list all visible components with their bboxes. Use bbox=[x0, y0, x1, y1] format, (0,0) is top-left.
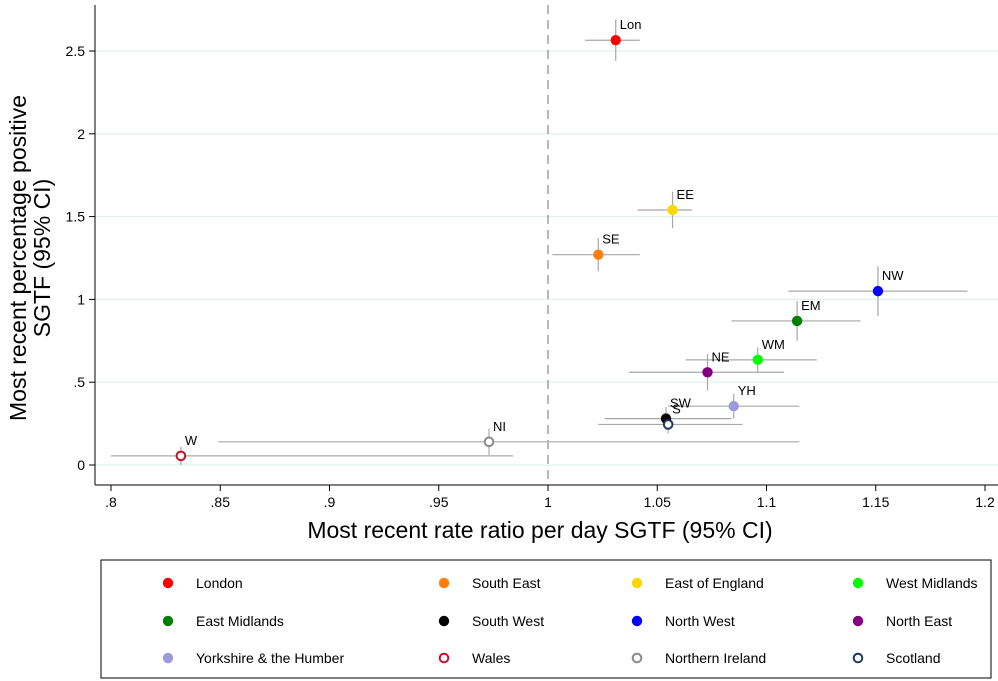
y-tick-label: 2.5 bbox=[66, 43, 86, 59]
legend-marker bbox=[852, 652, 864, 664]
data-points bbox=[175, 35, 884, 462]
point-label: NW bbox=[882, 268, 904, 283]
data-point bbox=[610, 35, 621, 46]
data-point bbox=[593, 249, 604, 260]
legend-marker bbox=[852, 615, 864, 627]
data-point bbox=[483, 436, 495, 448]
y-tick-label: .5 bbox=[73, 374, 85, 390]
x-tick-label: 1.2 bbox=[975, 494, 995, 510]
x-tick-label: 1.05 bbox=[644, 494, 671, 510]
point-label: NE bbox=[712, 349, 730, 364]
legend-label: North West bbox=[665, 613, 735, 629]
x-tick-label: .85 bbox=[211, 494, 231, 510]
data-point bbox=[702, 367, 713, 378]
x-axis-ticks: .8 .85 .9 .95 1 1.05 1.1 1.15 1.2 bbox=[105, 485, 995, 510]
legend-marker bbox=[162, 577, 174, 589]
point-label: Lon bbox=[620, 17, 642, 32]
gridlines bbox=[95, 50, 998, 466]
legend-label: South East bbox=[472, 575, 541, 591]
data-point bbox=[872, 285, 884, 297]
y-axis-title: Most recent percentage positiveSGTF (95%… bbox=[5, 95, 55, 421]
x-axis-title: Most recent rate ratio per day SGTF (95%… bbox=[307, 517, 772, 543]
legend-marker bbox=[438, 577, 450, 589]
legend: London South East East of England West Midl… bbox=[162, 575, 978, 666]
legend-label: West Midlands bbox=[886, 575, 978, 591]
x-tick-label: 1 bbox=[544, 494, 552, 510]
point-label: SW bbox=[670, 396, 692, 411]
point-label: W bbox=[185, 433, 198, 448]
data-point bbox=[175, 450, 187, 462]
legend-label: East Midlands bbox=[196, 613, 284, 629]
legend-label: East of England bbox=[665, 575, 764, 591]
x-tick-label: .8 bbox=[105, 494, 117, 510]
point-label: WM bbox=[762, 337, 785, 352]
y-tick-label: 1 bbox=[77, 291, 85, 307]
legend-marker bbox=[162, 652, 174, 664]
legend-marker bbox=[162, 615, 174, 627]
legend-marker bbox=[438, 652, 450, 664]
x-tick-label: .95 bbox=[429, 494, 449, 510]
legend-marker bbox=[631, 652, 643, 664]
point-label: NI bbox=[493, 419, 506, 434]
legend-marker bbox=[631, 615, 643, 627]
data-point bbox=[728, 401, 739, 412]
point-label: YH bbox=[738, 383, 756, 398]
y-axis-ticks: 0 .5 1 1.5 2 2.5 bbox=[66, 43, 95, 473]
point-label: SE bbox=[602, 232, 620, 247]
data-point bbox=[791, 315, 803, 327]
y-axis-title-line: SGTF (95% CI) bbox=[29, 179, 55, 337]
legend-label: South West bbox=[472, 613, 544, 629]
y-axis-title-line: Most recent percentage positive bbox=[5, 95, 31, 421]
x-tick-label: .9 bbox=[324, 494, 336, 510]
legend-label: Yorkshire & the Humber bbox=[196, 650, 344, 666]
point-labels: Lon SE EE WM EM SW NW NE YH W NI S bbox=[185, 17, 904, 448]
legend-marker bbox=[631, 577, 643, 589]
legend-label: North East bbox=[886, 613, 952, 629]
point-label: EM bbox=[801, 298, 821, 313]
data-point bbox=[752, 354, 763, 366]
legend-box bbox=[100, 559, 992, 679]
legend-marker bbox=[852, 577, 864, 589]
x-tick-label: 1.1 bbox=[757, 494, 777, 510]
y-tick-label: 1.5 bbox=[66, 209, 86, 225]
legend-label: Scotland bbox=[886, 650, 940, 666]
y-tick-label: 0 bbox=[77, 457, 85, 473]
point-label: EE bbox=[677, 187, 695, 202]
point-label: S bbox=[672, 401, 681, 416]
legend-label: London bbox=[196, 575, 243, 591]
data-point bbox=[662, 419, 674, 430]
y-tick-label: 2 bbox=[77, 126, 85, 142]
legend-label: Northern Ireland bbox=[665, 650, 766, 666]
legend-label: Wales bbox=[472, 650, 510, 666]
x-tick-label: 1.15 bbox=[862, 494, 889, 510]
legend-marker bbox=[438, 615, 450, 627]
axes bbox=[94, 5, 998, 486]
data-point bbox=[667, 204, 678, 216]
